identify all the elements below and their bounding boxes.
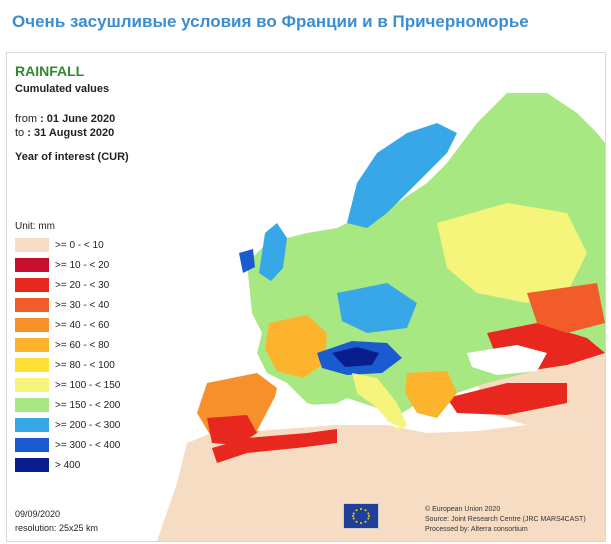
credit-line: Processed by: Alterra consortium — [425, 526, 528, 533]
legend-item: > 400 — [15, 455, 120, 475]
legend-item: >= 20 - < 30 — [15, 275, 120, 295]
alps-very-wet-zone — [332, 347, 379, 367]
black-sea — [467, 345, 547, 375]
credit-line: Source: Joint Research Centre (JRC MARS4… — [425, 516, 586, 523]
legend-swatch — [15, 258, 49, 272]
map-title: RAINFALL — [15, 63, 85, 79]
legend-item: >= 80 - < 100 — [15, 355, 120, 375]
credits: © European Union 2020 Source: Joint Rese… — [425, 505, 586, 535]
map-subtitle: Cumulated values — [15, 83, 110, 95]
year-of-interest-label: Year of interest (CUR) — [15, 151, 129, 163]
credit-line: © European Union 2020 — [425, 506, 501, 513]
legend-item: >= 200 - < 300 — [15, 415, 120, 435]
europe-rainfall-map — [157, 93, 605, 541]
ukraine-russia-dry — [527, 283, 605, 333]
legend-swatch — [15, 418, 49, 432]
legend-item: >= 300 - < 400 — [15, 435, 120, 455]
legend-item: >= 60 - < 80 — [15, 335, 120, 355]
turkey-dry — [447, 383, 567, 415]
eu-flag-icon — [343, 503, 379, 529]
legend-swatch — [15, 238, 49, 252]
page-title: Очень засушливые условия во Франции и в … — [12, 12, 529, 31]
map-date: 09/09/2020 — [15, 509, 61, 519]
legend-label: >= 20 - < 30 — [55, 279, 110, 291]
legend-label: >= 10 - < 20 — [55, 259, 110, 271]
legend-swatch — [15, 318, 49, 332]
iberia-south-dry — [207, 415, 257, 445]
legend-label: >= 300 - < 400 — [55, 439, 121, 451]
map-resolution: resolution: 25x25 km — [15, 523, 99, 533]
legend-swatch — [15, 398, 49, 412]
italy-land — [352, 373, 407, 431]
from-value: : 01 June 2020 — [40, 113, 116, 125]
legend-swatch — [15, 458, 49, 472]
ireland-land — [239, 249, 255, 273]
legend-item: >= 150 - < 200 — [15, 395, 120, 415]
france-land — [265, 315, 327, 378]
maghreb-dry-coast — [212, 429, 337, 463]
legend-label: >= 200 - < 300 — [55, 419, 121, 431]
legend-swatch — [15, 378, 49, 392]
balkans-land — [405, 371, 457, 418]
legend-label: >= 30 - < 40 — [55, 299, 110, 311]
legend-item: >= 100 - < 150 — [15, 375, 120, 395]
legend-swatch — [15, 278, 49, 292]
legend-label: >= 40 - < 60 — [55, 319, 110, 331]
uk-land — [259, 223, 287, 281]
unit-label: Unit: mm — [15, 221, 55, 232]
legend-label: > 400 — [55, 459, 81, 471]
legend-swatch — [15, 338, 49, 352]
legend-label: >= 80 - < 100 — [55, 359, 115, 371]
to-label: to — [15, 127, 25, 139]
legend-label: >= 100 - < 150 — [55, 379, 121, 391]
legend-item: >= 30 - < 40 — [15, 295, 120, 315]
central-europe-wet — [337, 283, 417, 333]
rainfall-map-panel: RAINFALL Cumulated values from : 01 June… — [6, 52, 606, 542]
mediterranean-sea — [257, 393, 447, 433]
period-block: from : 01 June 2020 to : 31 August 2020 — [15, 113, 115, 141]
scandinavia-land — [347, 123, 457, 228]
legend-item: >= 40 - < 60 — [15, 315, 120, 335]
legend-item: >= 10 - < 20 — [15, 255, 120, 275]
legend-swatch — [15, 298, 49, 312]
eastern-europe-yellow — [437, 203, 587, 303]
to-value: : 31 August 2020 — [27, 127, 115, 139]
legend-label: >= 0 - < 10 — [55, 239, 104, 251]
legend-item: >= 0 - < 10 — [15, 235, 120, 255]
legend-swatch — [15, 358, 49, 372]
legend-swatch — [15, 438, 49, 452]
legend: >= 0 - < 10 >= 10 - < 20 >= 20 - < 30 >= 30… — [15, 235, 120, 475]
legend-label: >= 60 - < 80 — [55, 339, 110, 351]
legend-label: >= 150 - < 200 — [55, 399, 121, 411]
from-label: from — [15, 113, 37, 125]
